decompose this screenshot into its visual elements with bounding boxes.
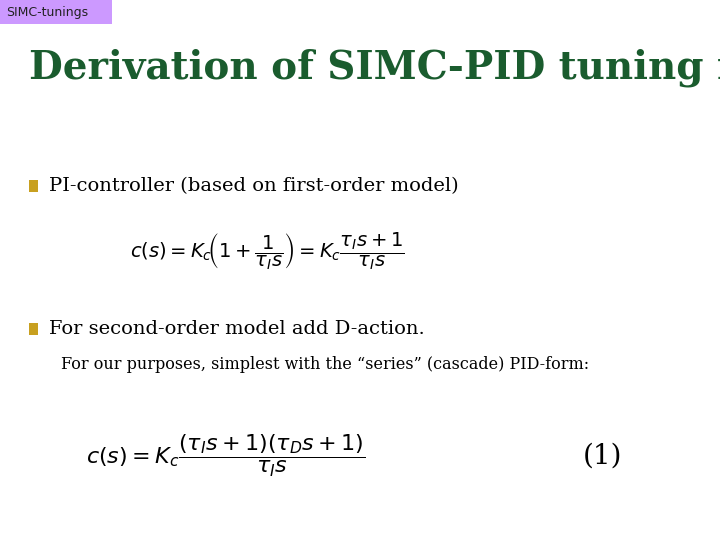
FancyBboxPatch shape xyxy=(0,0,112,24)
Text: For second-order model add D-action.: For second-order model add D-action. xyxy=(49,320,425,339)
Text: Derivation of SIMC-PID tuning rules: Derivation of SIMC-PID tuning rules xyxy=(29,48,720,87)
Text: SIMC-tunings: SIMC-tunings xyxy=(6,6,88,19)
Text: $c(s) = K_c\!\left(1 + \dfrac{1}{\tau_I s}\right) = K_c\dfrac{\tau_I s+1}{\tau_I: $c(s) = K_c\!\left(1 + \dfrac{1}{\tau_I … xyxy=(130,230,405,272)
Text: $c(s) = K_c\dfrac{(\tau_I s+1)(\tau_D s+1)}{\tau_I s}$: $c(s) = K_c\dfrac{(\tau_I s+1)(\tau_D s+… xyxy=(86,433,366,480)
Text: PI-controller (based on first-order model): PI-controller (based on first-order mode… xyxy=(49,177,459,195)
Text: (1): (1) xyxy=(583,443,623,470)
Bar xyxy=(29,323,38,335)
Bar xyxy=(29,180,38,192)
Text: For our purposes, simplest with the “series” (cascade) PID-form:: For our purposes, simplest with the “ser… xyxy=(61,356,590,373)
